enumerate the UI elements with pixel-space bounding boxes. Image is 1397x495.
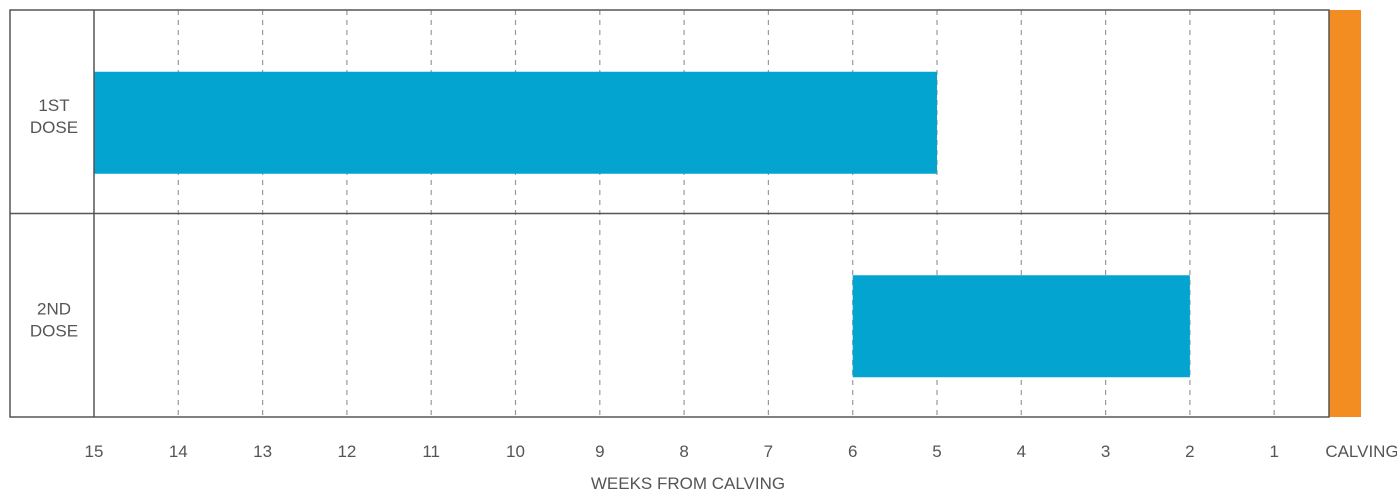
x-tick-13: 13 (253, 442, 272, 461)
x-tick-8: 8 (679, 442, 688, 461)
dose-bars (94, 10, 1361, 417)
chart-frame (9, 9, 1330, 418)
row-label-first-dose: 1ST DOSE (30, 96, 78, 137)
x-tick-6: 6 (848, 442, 857, 461)
row-labels: 1ST DOSE 2ND DOSE (30, 96, 78, 341)
x-tick-calving: CALVING (1325, 442, 1397, 461)
x-tick-14: 14 (169, 442, 188, 461)
calving-marker (1329, 10, 1361, 417)
x-tick-15: 15 (85, 442, 104, 461)
x-axis-label: WEEKS FROM CALVING (591, 474, 785, 493)
row-label-line: 1ST (38, 96, 69, 115)
bar-first-dose (94, 71, 937, 174)
x-tick-2: 2 (1185, 442, 1194, 461)
x-tick-9: 9 (595, 442, 604, 461)
row-label-line: DOSE (30, 118, 78, 137)
row-label-second-dose: 2ND DOSE (30, 299, 78, 340)
x-tick-12: 12 (337, 442, 356, 461)
bar-second-dose (852, 275, 1190, 378)
x-tick-1: 1 (1269, 442, 1278, 461)
x-tick-11: 11 (422, 442, 440, 461)
x-tick-10: 10 (506, 442, 525, 461)
x-tick-3: 3 (1101, 442, 1110, 461)
row-label-line: DOSE (30, 321, 78, 340)
row-label-line: 2ND (37, 299, 71, 318)
x-tick-7: 7 (764, 442, 773, 461)
x-tick-4: 4 (1017, 442, 1026, 461)
x-tick-5: 5 (932, 442, 941, 461)
x-tick-labels: 15 14 13 12 11 10 9 8 7 6 5 4 3 2 1 CALVING (85, 442, 1397, 461)
